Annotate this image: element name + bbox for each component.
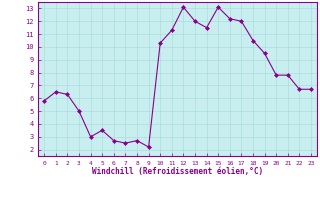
X-axis label: Windchill (Refroidissement éolien,°C): Windchill (Refroidissement éolien,°C) <box>92 167 263 176</box>
